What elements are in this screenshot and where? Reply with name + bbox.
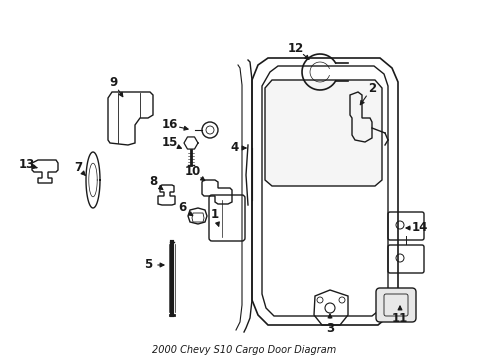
Text: 16: 16 [162,118,178,131]
Text: 11: 11 [391,311,407,324]
Text: 9: 9 [109,76,117,89]
Text: 6: 6 [178,202,186,215]
Text: 12: 12 [287,41,304,54]
Text: 3: 3 [325,321,333,334]
Text: 15: 15 [162,136,178,149]
Text: 1: 1 [210,208,219,221]
FancyBboxPatch shape [375,288,415,322]
Polygon shape [264,80,381,186]
Text: 7: 7 [74,162,82,175]
Text: 14: 14 [411,221,427,234]
Text: 4: 4 [230,141,239,154]
Text: 2000 Chevy S10 Cargo Door Diagram: 2000 Chevy S10 Cargo Door Diagram [152,345,336,355]
Text: 2: 2 [367,81,375,94]
Text: 13: 13 [19,158,35,171]
Text: 5: 5 [143,258,152,271]
Text: 10: 10 [184,166,201,179]
Text: 8: 8 [148,175,157,189]
